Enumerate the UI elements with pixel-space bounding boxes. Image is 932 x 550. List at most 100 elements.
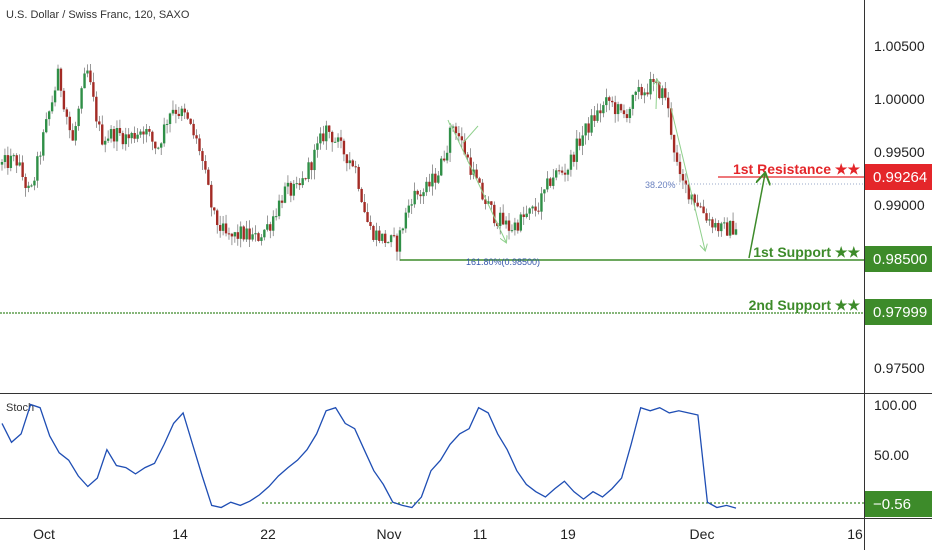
candle-body xyxy=(59,68,63,91)
candle-body xyxy=(410,204,413,206)
candle-body xyxy=(316,143,319,150)
candle-body xyxy=(295,183,298,185)
candle-body xyxy=(18,162,21,166)
candle-body xyxy=(572,154,576,162)
candle-body xyxy=(168,113,172,124)
candle-body xyxy=(239,226,242,239)
candle-body xyxy=(619,104,623,111)
candle-body xyxy=(30,185,33,187)
candle-body xyxy=(708,219,711,221)
candle-body xyxy=(62,90,66,110)
candle-body xyxy=(142,131,145,135)
time-axis[interactable]: Oct 14 22 Nov 11 19 Dec 16 xyxy=(33,526,863,542)
candle-body xyxy=(731,220,735,235)
candle-body xyxy=(213,207,216,211)
candle-body xyxy=(177,113,181,117)
candle-body xyxy=(227,233,231,235)
candle-body xyxy=(510,230,514,232)
candle-body xyxy=(711,219,714,228)
candle-body xyxy=(277,200,281,217)
candle-body xyxy=(360,188,363,203)
candle-body xyxy=(36,156,39,181)
candle-body xyxy=(269,224,272,231)
candle-body xyxy=(286,182,290,187)
candle-body xyxy=(24,176,27,189)
candle-body xyxy=(451,126,455,128)
candle-body xyxy=(283,186,287,203)
candle-body xyxy=(717,222,720,232)
candle-body xyxy=(504,220,508,225)
candle-body xyxy=(590,115,593,133)
candle-body xyxy=(260,237,263,241)
candle-body xyxy=(130,132,133,139)
candle-body xyxy=(319,133,322,144)
chart-title: U.S. Dollar / Swiss Franc, 120, SAXO xyxy=(6,9,190,21)
candle-body xyxy=(204,161,207,170)
candle-body xyxy=(457,133,461,137)
candle-body xyxy=(42,132,45,156)
candle-body xyxy=(183,108,186,113)
candle-body xyxy=(148,128,151,132)
stoch-axis[interactable]: 100.00 50.00 xyxy=(874,397,917,463)
candle-body xyxy=(531,206,534,209)
candle-body xyxy=(351,160,354,167)
candle-body xyxy=(0,161,4,165)
candle-body xyxy=(65,109,69,117)
candle-body xyxy=(330,131,334,143)
candle-body xyxy=(425,181,428,193)
candle-body xyxy=(610,100,614,103)
candle-body xyxy=(333,141,337,143)
price-axis[interactable]: 1.00500 1.00000 0.99500 0.99000 0.97500 xyxy=(874,38,925,376)
candle-body xyxy=(118,127,122,134)
support2-price-text: 0.97999 xyxy=(873,304,927,321)
measure-arrow-up xyxy=(447,119,451,126)
candle-body xyxy=(678,161,682,175)
price-tick-label: 0.97500 xyxy=(874,360,925,376)
candle-body xyxy=(345,154,349,164)
candle-body xyxy=(552,177,555,186)
candle-body xyxy=(101,124,104,145)
candle-body xyxy=(357,166,360,189)
candle-body xyxy=(460,136,464,141)
candle-body xyxy=(307,162,310,179)
candle-body xyxy=(386,242,390,244)
candle-body xyxy=(401,228,405,231)
candle-body xyxy=(221,223,225,231)
candle-body xyxy=(248,228,251,240)
candle-body xyxy=(157,147,160,149)
candle-body xyxy=(139,131,142,135)
candle-body xyxy=(354,166,357,168)
support1-label: 1st Support ★★ xyxy=(753,244,860,260)
stoch-line xyxy=(1,403,737,509)
price-tick-label: 0.99000 xyxy=(874,197,925,213)
candle-body xyxy=(702,206,705,214)
candle-body xyxy=(201,151,204,162)
candle-body xyxy=(728,220,732,236)
candle-body xyxy=(366,212,369,222)
candle-body xyxy=(672,134,676,153)
candle-body xyxy=(540,193,543,212)
candle-body xyxy=(242,226,245,240)
candle-body xyxy=(534,206,537,211)
candle-body xyxy=(210,184,213,208)
candle-body xyxy=(395,235,399,252)
support1-price-text: 0.98500 xyxy=(873,251,927,268)
candle-body xyxy=(566,169,570,175)
candle-body xyxy=(266,224,269,230)
candle-body xyxy=(68,116,71,131)
candle-body xyxy=(186,112,189,119)
candle-body xyxy=(519,214,523,231)
candle-body xyxy=(416,190,419,195)
candle-body xyxy=(12,155,15,157)
time-tick-label: Nov xyxy=(377,526,402,542)
candle-body xyxy=(714,222,717,228)
price-panel-background xyxy=(0,0,864,393)
candle-body xyxy=(98,121,101,125)
candle-body xyxy=(375,230,378,240)
price-tick-label: 1.00500 xyxy=(874,38,925,54)
candle-body xyxy=(342,140,346,155)
candle-body xyxy=(280,200,284,203)
time-tick-label: 19 xyxy=(560,526,576,542)
candle-body xyxy=(71,130,74,141)
